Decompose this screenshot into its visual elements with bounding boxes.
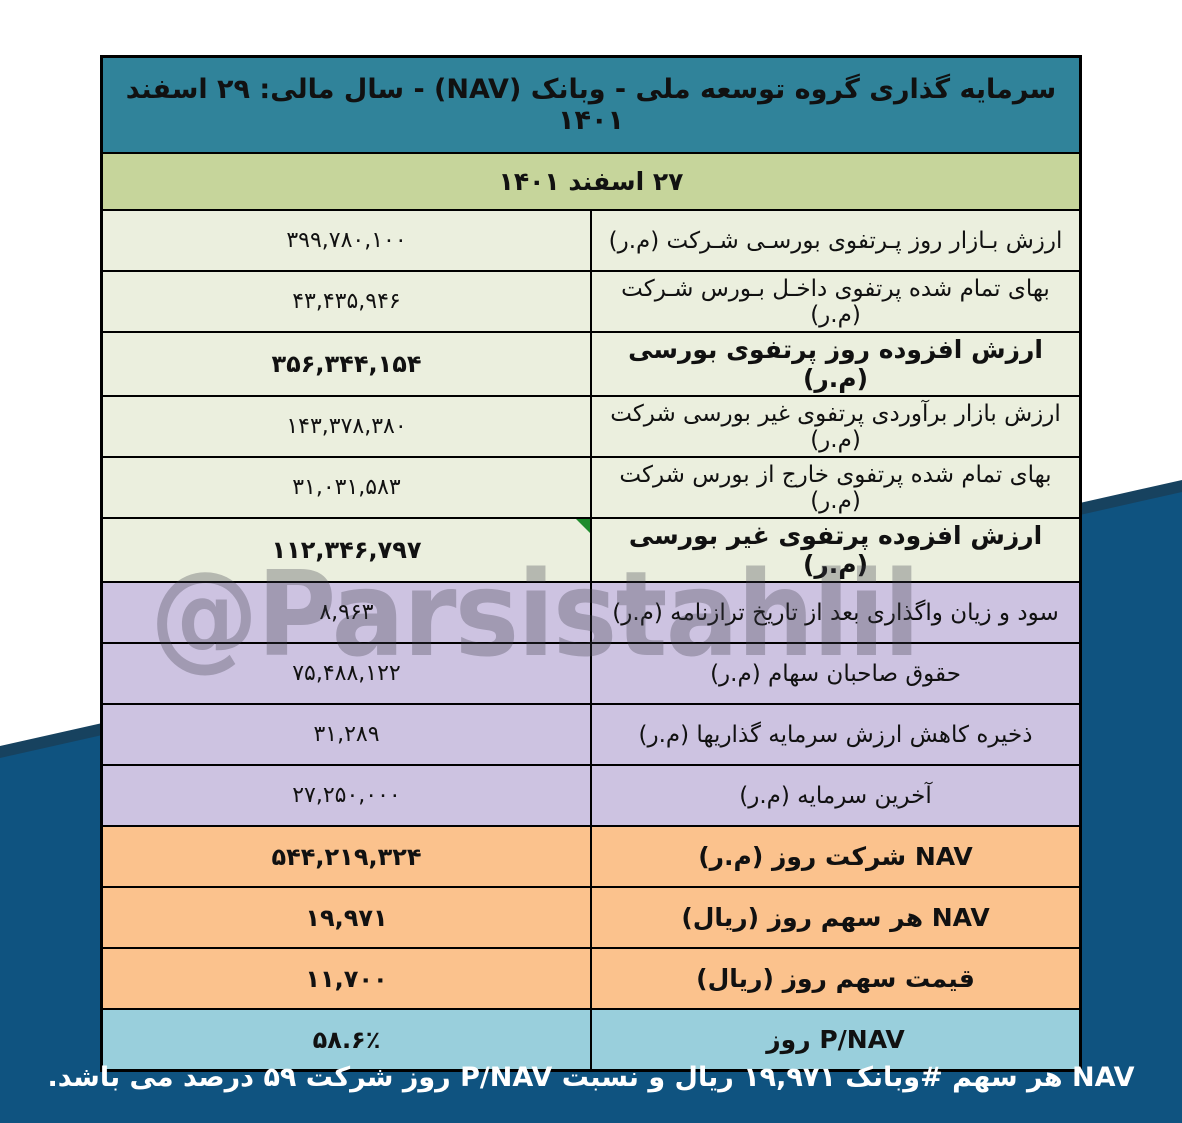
- footer-note: NAV هر سهم #وبانک ۱۹,۹۷۱ ریال و نسبت P/N…: [47, 1062, 1135, 1093]
- row-label: آخرین سرمایه (م.ر): [590, 764, 1082, 827]
- row-label: ارزش افزوده روز پرتفوی بورسی (م.ر): [590, 331, 1082, 397]
- row-label: NAV شرکت روز (م.ر): [590, 825, 1082, 888]
- table-row: ذخیره کاهش ارزش سرمایه گذاریها (م.ر) ۳۱,۲…: [100, 703, 1082, 766]
- row-value: ۵۸.۶٪: [100, 1008, 592, 1072]
- table-row: P/NAV روز ۵۸.۶٪: [100, 1008, 1082, 1072]
- row-value: ۳۵۶,۳۴۴,۱۵۴: [100, 331, 592, 397]
- row-label: ذخیره کاهش ارزش سرمایه گذاریها (م.ر): [590, 703, 1082, 766]
- table-row: ارزش بـازار روز پـرتفوی بورسـی شـرکت (م.…: [100, 209, 1082, 272]
- table-row: بهای تمام شده پرتفوی داخـل بـورس شـرکت (…: [100, 270, 1082, 333]
- row-label: ارزش بـازار روز پـرتفوی بورسـی شـرکت (م.…: [590, 209, 1082, 272]
- table-row: ارزش بازار برآوردی پرتفوی غیر بورسی شرکت…: [100, 395, 1082, 458]
- table-row: ارزش افزوده روز پرتفوی بورسی (م.ر) ۳۵۶,۳۴…: [100, 331, 1082, 397]
- row-label: ارزش بازار برآوردی پرتفوی غیر بورسی شرکت…: [590, 395, 1082, 458]
- row-value: ۸,۹۶۳: [100, 581, 592, 644]
- table-row: قیمت سهم روز (ریال) ۱۱,۷۰۰: [100, 947, 1082, 1010]
- table-row: بهای تمام شده پرتفوی خارج از بورس شرکت (…: [100, 456, 1082, 519]
- row-label: ارزش افزوده پرتفوی غیر بورسی (م.ر): [590, 517, 1082, 583]
- row-value: ۳۱,۰۳۱,۵۸۳: [100, 456, 592, 519]
- comment-marker-icon: [576, 519, 590, 533]
- row-value: ۲۷,۲۵۰,۰۰۰: [100, 764, 592, 827]
- row-label: بهای تمام شده پرتفوی خارج از بورس شرکت (…: [590, 456, 1082, 519]
- row-label: P/NAV روز: [590, 1008, 1082, 1072]
- row-value: ۱۴۳,۳۷۸,۳۸۰: [100, 395, 592, 458]
- row-value: ۱۱۲,۳۴۶,۷۹۷: [100, 517, 592, 583]
- table-title: سرمایه گذاری گروه توسعه ملی - وبانک (NAV…: [100, 55, 1082, 154]
- row-value: ۳۹۹,۷۸۰,۱۰۰: [100, 209, 592, 272]
- table-row: سود و زیان واگذاری بعد از تاریخ ترازنامه…: [100, 581, 1082, 644]
- table-row: حقوق صاحبان سهام (م.ر) ۷۵,۴۸۸,۱۲۲: [100, 642, 1082, 705]
- row-value: ۱۹,۹۷۱: [100, 886, 592, 949]
- row-label: قیمت سهم روز (ریال): [590, 947, 1082, 1010]
- row-value: ۴۳,۴۳۵,۹۴۶: [100, 270, 592, 333]
- row-value: ۷۵,۴۸۸,۱۲۲: [100, 642, 592, 705]
- date-row: ۲۷ اسفند ۱۴۰۱: [100, 152, 1082, 211]
- table-row: آخرین سرمایه (م.ر) ۲۷,۲۵۰,۰۰۰: [100, 764, 1082, 827]
- date-header: ۲۷ اسفند ۱۴۰۱: [100, 152, 1082, 211]
- nav-table-head: سرمایه گذاری گروه توسعه ملی - وبانک (NAV…: [100, 55, 1082, 211]
- table-row: NAV هر سهم روز (ریال) ۱۹,۹۷۱: [100, 886, 1082, 949]
- row-label: سود و زیان واگذاری بعد از تاریخ ترازنامه…: [590, 581, 1082, 644]
- row-label: بهای تمام شده پرتفوی داخـل بـورس شـرکت (…: [590, 270, 1082, 333]
- row-value: ۵۴۴,۲۱۹,۳۲۴: [100, 825, 592, 888]
- row-label: NAV هر سهم روز (ریال): [590, 886, 1082, 949]
- title-row: سرمایه گذاری گروه توسعه ملی - وبانک (NAV…: [100, 55, 1082, 154]
- row-label: حقوق صاحبان سهام (م.ر): [590, 642, 1082, 705]
- nav-table: سرمایه گذاری گروه توسعه ملی - وبانک (NAV…: [100, 55, 1082, 1072]
- nav-table-body: ارزش بـازار روز پـرتفوی بورسـی شـرکت (م.…: [100, 209, 1082, 1072]
- row-value: ۱۱,۷۰۰: [100, 947, 592, 1010]
- row-value: ۳۱,۲۸۹: [100, 703, 592, 766]
- table-row: ارزش افزوده پرتفوی غیر بورسی (م.ر) ۱۱۲,۳۴…: [100, 517, 1082, 583]
- table-row: NAV شرکت روز (م.ر) ۵۴۴,۲۱۹,۳۲۴: [100, 825, 1082, 888]
